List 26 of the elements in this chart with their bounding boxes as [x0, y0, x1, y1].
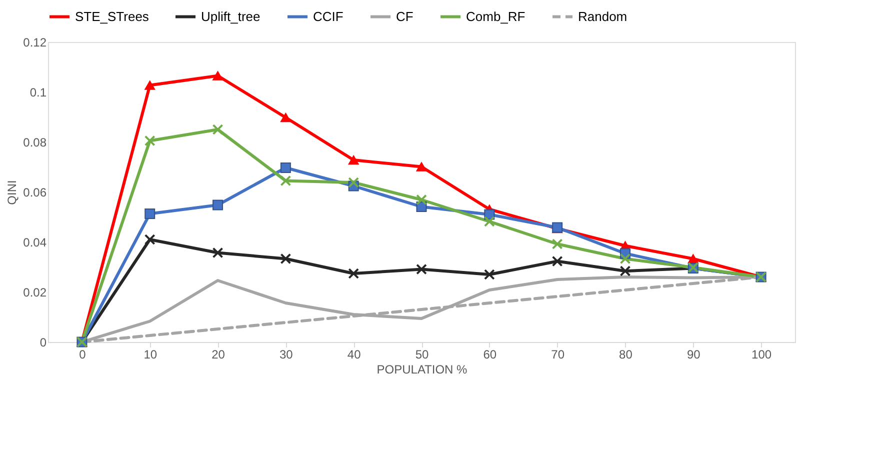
- legend-label: CF: [396, 8, 414, 24]
- y-tick-label: 0.02: [23, 286, 47, 300]
- x-tick-label: 10: [144, 348, 158, 362]
- y-axis-title: QINI: [5, 180, 20, 205]
- x-tick-label: 0: [79, 348, 86, 362]
- x-tick-label: 30: [280, 348, 294, 362]
- y-tick-label: 0.08: [23, 136, 47, 150]
- legend-label: CCIF: [313, 8, 344, 24]
- x-axis-title: POPULATION %: [376, 362, 468, 376]
- y-tick-label: 0: [40, 336, 47, 350]
- y-tick-label: 0.1: [30, 86, 47, 100]
- legend-label: Uplift_tree: [201, 8, 260, 24]
- x-tick-label: 80: [619, 348, 633, 362]
- x-tick-label: 50: [415, 348, 429, 362]
- x-tick-label: 90: [686, 348, 701, 362]
- legend-label: STE_STrees: [75, 8, 150, 24]
- x-tick-label: 60: [483, 348, 497, 362]
- x-tick-label: 100: [752, 348, 772, 362]
- x-tick-label: 40: [347, 348, 362, 362]
- x-tick-label: 20: [212, 348, 226, 362]
- y-tick-label: 0.06: [23, 186, 47, 200]
- x-tick-label: 70: [551, 348, 565, 362]
- y-tick-label: 0.04: [23, 236, 47, 250]
- legend-label: Random: [578, 8, 628, 24]
- y-tick-label: 0.12: [23, 36, 47, 50]
- legend-label: Comb_RF: [466, 8, 526, 24]
